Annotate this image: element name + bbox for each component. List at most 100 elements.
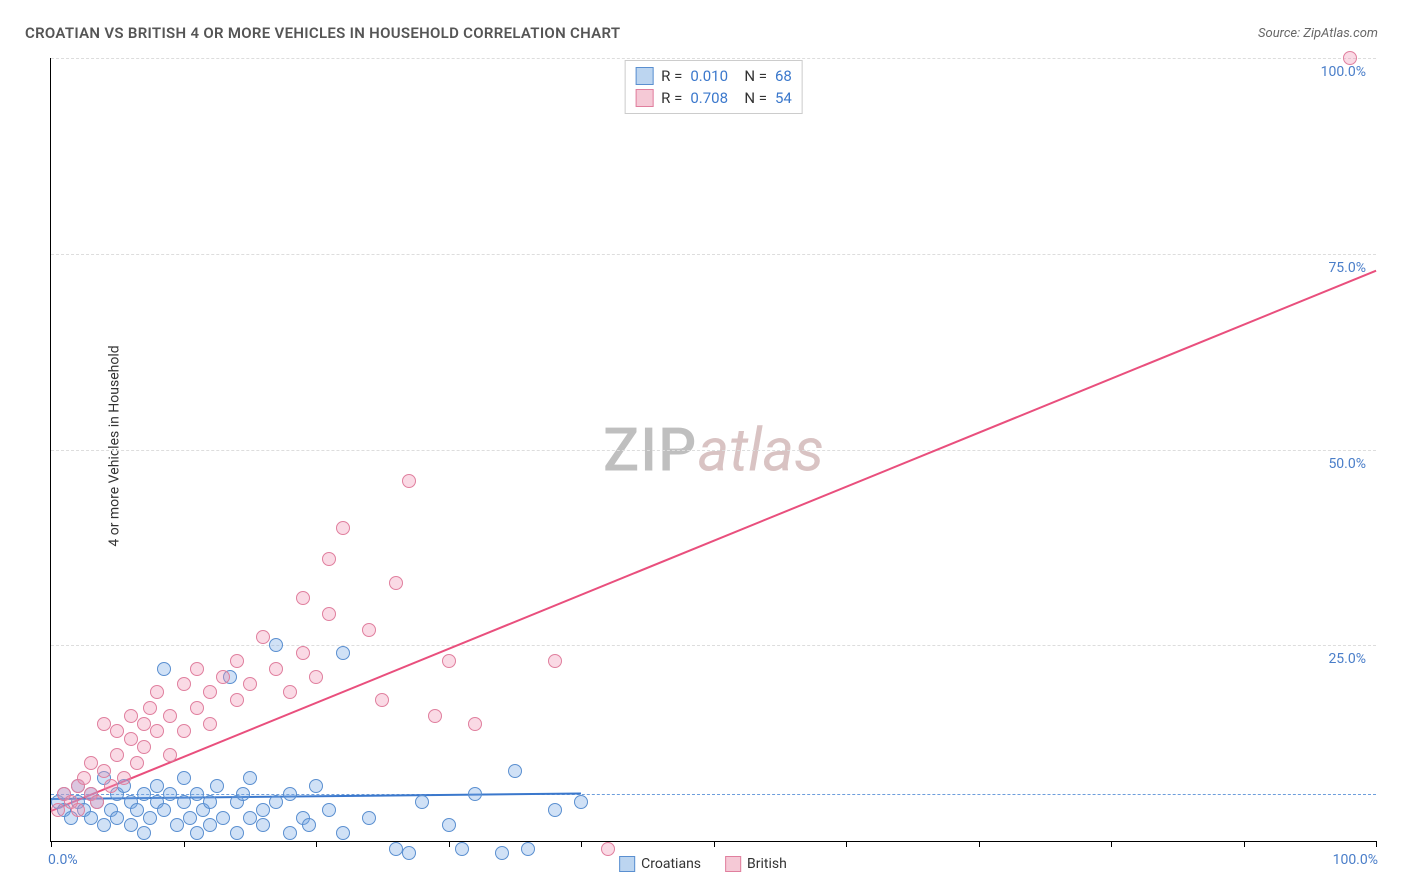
data-point	[203, 717, 217, 731]
gridline	[51, 254, 1376, 255]
data-point	[216, 670, 230, 684]
data-point	[336, 826, 350, 840]
data-point	[283, 685, 297, 699]
legend-swatch-icon	[619, 856, 635, 872]
data-point	[269, 662, 283, 676]
data-point	[110, 724, 124, 738]
data-point	[375, 693, 389, 707]
data-point	[230, 693, 244, 707]
data-point	[468, 787, 482, 801]
scatter-chart: ZIPatlas R = 0.010 N = 68 R = 0.708 N = …	[50, 58, 1376, 842]
gridline	[51, 58, 1376, 59]
data-point	[117, 771, 131, 785]
data-point	[243, 677, 257, 691]
data-point	[302, 818, 316, 832]
data-point	[322, 552, 336, 566]
data-point	[256, 818, 270, 832]
series-legend: Croatians British	[619, 856, 787, 872]
data-point	[130, 803, 144, 817]
legend-swatch-british	[635, 89, 653, 107]
data-point	[442, 818, 456, 832]
data-point	[362, 811, 376, 825]
data-point	[574, 795, 588, 809]
data-point	[177, 724, 191, 738]
y-tick-label: 75.0%	[1328, 260, 1366, 276]
n-value-croatians: 68	[775, 67, 792, 85]
legend-swatch-icon	[725, 856, 741, 872]
data-point	[110, 748, 124, 762]
data-point	[521, 842, 535, 856]
data-point	[143, 811, 157, 825]
legend-row-british: R = 0.708 N = 54	[635, 87, 792, 109]
data-point	[190, 662, 204, 676]
data-point	[236, 787, 250, 801]
data-point	[548, 654, 562, 668]
data-point	[177, 795, 191, 809]
r-label: R =	[661, 89, 682, 107]
data-point	[170, 818, 184, 832]
data-point	[150, 685, 164, 699]
data-point	[336, 521, 350, 535]
data-point	[203, 685, 217, 699]
data-point	[177, 771, 191, 785]
data-point	[137, 787, 151, 801]
data-point	[163, 787, 177, 801]
data-point	[124, 732, 138, 746]
data-point	[150, 724, 164, 738]
r-value-croatians: 0.010	[690, 67, 736, 85]
x-tick	[449, 841, 450, 847]
data-point	[90, 795, 104, 809]
data-point	[71, 803, 85, 817]
data-point	[548, 803, 562, 817]
data-point	[84, 811, 98, 825]
data-point	[362, 623, 376, 637]
data-point	[97, 717, 111, 731]
data-point	[269, 795, 283, 809]
n-label: N =	[744, 67, 767, 85]
x-tick	[846, 841, 847, 847]
data-point	[157, 803, 171, 817]
x-tick	[1111, 841, 1112, 847]
data-point	[256, 630, 270, 644]
data-point	[97, 818, 111, 832]
x-tick	[979, 841, 980, 847]
data-point	[110, 811, 124, 825]
y-tick-label: 50.0%	[1328, 456, 1366, 472]
data-point	[210, 779, 224, 793]
data-point	[124, 709, 138, 723]
data-point	[243, 811, 257, 825]
data-point	[269, 638, 283, 652]
data-point	[143, 701, 157, 715]
data-point	[508, 764, 522, 778]
correlation-legend: R = 0.010 N = 68 R = 0.708 N = 54	[624, 60, 803, 114]
n-value-british: 54	[775, 89, 792, 107]
data-point	[137, 826, 151, 840]
y-tick-label: 25.0%	[1328, 651, 1366, 667]
data-point	[256, 803, 270, 817]
trend-line-british	[51, 269, 1377, 811]
data-point	[336, 646, 350, 660]
x-tick	[51, 841, 52, 847]
data-point	[183, 811, 197, 825]
data-point	[190, 701, 204, 715]
data-point	[283, 787, 297, 801]
data-point	[157, 662, 171, 676]
data-point	[601, 842, 615, 856]
data-point	[190, 826, 204, 840]
data-point	[309, 670, 323, 684]
data-point	[163, 748, 177, 762]
data-point	[1343, 51, 1357, 65]
data-point	[150, 779, 164, 793]
data-point	[322, 803, 336, 817]
data-point	[402, 846, 416, 860]
data-point	[163, 709, 177, 723]
legend-row-croatians: R = 0.010 N = 68	[635, 65, 792, 87]
x-tick	[714, 841, 715, 847]
chart-title: CROATIAN VS BRITISH 4 OR MORE VEHICLES I…	[25, 24, 620, 42]
data-point	[309, 779, 323, 793]
data-point	[428, 709, 442, 723]
data-point	[283, 826, 297, 840]
data-point	[455, 842, 469, 856]
x-axis-max-label: 100.0%	[1333, 852, 1378, 868]
data-point	[97, 764, 111, 778]
